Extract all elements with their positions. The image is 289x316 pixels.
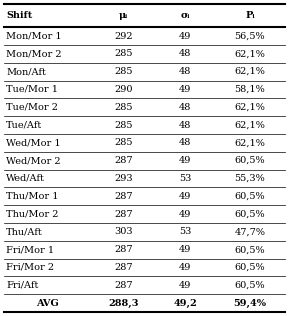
Text: μᵢ: μᵢ <box>119 11 128 20</box>
Text: 60,5%: 60,5% <box>235 210 265 219</box>
Text: Fri/Mor 1: Fri/Mor 1 <box>6 245 54 254</box>
Text: 285: 285 <box>114 67 133 76</box>
Text: 60,5%: 60,5% <box>235 245 265 254</box>
Text: 287: 287 <box>114 210 133 219</box>
Text: Thu/Mor 1: Thu/Mor 1 <box>6 192 58 201</box>
Text: Wed/Aft: Wed/Aft <box>6 174 45 183</box>
Text: 49: 49 <box>179 85 191 94</box>
Text: 56,5%: 56,5% <box>235 32 265 40</box>
Text: Pᵢ: Pᵢ <box>245 11 255 20</box>
Text: 49: 49 <box>179 156 191 165</box>
Text: 49: 49 <box>179 32 191 40</box>
Text: Thu/Mor 2: Thu/Mor 2 <box>6 210 58 219</box>
Text: 287: 287 <box>114 281 133 290</box>
Text: Fri/Mor 2: Fri/Mor 2 <box>6 263 54 272</box>
Text: 59,4%: 59,4% <box>234 299 266 307</box>
Text: 62,1%: 62,1% <box>234 138 265 147</box>
Text: 62,1%: 62,1% <box>234 103 265 112</box>
Text: Thu/Aft: Thu/Aft <box>6 228 43 236</box>
Text: 48: 48 <box>179 103 191 112</box>
Text: 62,1%: 62,1% <box>234 121 265 130</box>
Text: Shift: Shift <box>6 11 32 20</box>
Text: Tue/Mor 1: Tue/Mor 1 <box>6 85 58 94</box>
Text: 58,1%: 58,1% <box>234 85 265 94</box>
Text: 53: 53 <box>179 228 191 236</box>
Text: 287: 287 <box>114 263 133 272</box>
Text: 285: 285 <box>114 121 133 130</box>
Text: 49: 49 <box>179 192 191 201</box>
Text: 49: 49 <box>179 210 191 219</box>
Text: 53: 53 <box>179 174 191 183</box>
Text: 55,3%: 55,3% <box>234 174 265 183</box>
Text: 287: 287 <box>114 156 133 165</box>
Text: 293: 293 <box>114 174 133 183</box>
Text: Tue/Mor 2: Tue/Mor 2 <box>6 103 58 112</box>
Text: 62,1%: 62,1% <box>234 67 265 76</box>
Text: Tue/Aft: Tue/Aft <box>6 121 42 130</box>
Text: 60,5%: 60,5% <box>235 156 265 165</box>
Text: 290: 290 <box>114 85 133 94</box>
Text: Mon/Mor 2: Mon/Mor 2 <box>6 49 62 58</box>
Text: 49,2: 49,2 <box>173 299 197 307</box>
Text: Wed/Mor 2: Wed/Mor 2 <box>6 156 61 165</box>
Text: 285: 285 <box>114 103 133 112</box>
Text: 48: 48 <box>179 67 191 76</box>
Text: 285: 285 <box>114 138 133 147</box>
Text: AVG: AVG <box>36 299 59 307</box>
Text: 49: 49 <box>179 245 191 254</box>
Text: 60,5%: 60,5% <box>235 192 265 201</box>
Text: 48: 48 <box>179 49 191 58</box>
Text: 48: 48 <box>179 121 191 130</box>
Text: 285: 285 <box>114 49 133 58</box>
Text: 62,1%: 62,1% <box>234 49 265 58</box>
Text: 49: 49 <box>179 263 191 272</box>
Text: 292: 292 <box>114 32 133 40</box>
Text: 60,5%: 60,5% <box>235 281 265 290</box>
Text: σᵢ: σᵢ <box>181 11 190 20</box>
Text: 47,7%: 47,7% <box>234 228 265 236</box>
Text: Mon/Mor 1: Mon/Mor 1 <box>6 32 62 40</box>
Text: Fri/Aft: Fri/Aft <box>6 281 38 290</box>
Text: 60,5%: 60,5% <box>235 263 265 272</box>
Text: 288,3: 288,3 <box>108 299 139 307</box>
Text: Wed/Mor 1: Wed/Mor 1 <box>6 138 61 147</box>
Text: 303: 303 <box>114 228 133 236</box>
Text: 287: 287 <box>114 245 133 254</box>
Text: Mon/Aft: Mon/Aft <box>6 67 46 76</box>
Text: 287: 287 <box>114 192 133 201</box>
Text: 49: 49 <box>179 281 191 290</box>
Text: 48: 48 <box>179 138 191 147</box>
